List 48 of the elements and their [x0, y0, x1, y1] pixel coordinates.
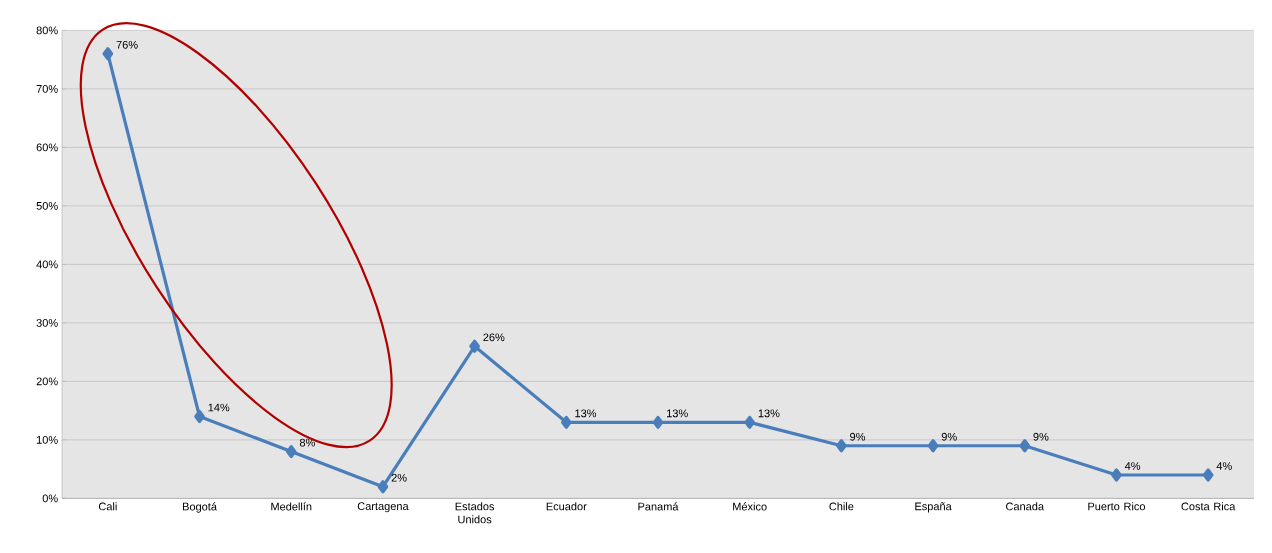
point — [102, 47, 114, 61]
y-tick-label: 50% — [36, 201, 58, 210]
x-tick-label: España — [915, 502, 952, 513]
point — [194, 409, 205, 423]
point — [469, 339, 480, 353]
x-tick-label: México — [733, 502, 767, 511]
point — [744, 415, 756, 429]
data-label: 4% — [1124, 461, 1141, 470]
x-tick-label: Chile — [829, 502, 854, 511]
point — [836, 438, 847, 453]
point — [377, 479, 389, 494]
x-tick-label: Puerto Rico — [1088, 502, 1146, 511]
y-tick-label: 40% — [36, 260, 58, 269]
data-label: 13% — [758, 409, 780, 418]
x-tick-label: Cartagena — [357, 502, 409, 513]
data-label: 9% — [941, 432, 957, 441]
point — [1202, 468, 1214, 482]
data-label: 26% — [483, 333, 505, 341]
data-label: 9% — [1033, 432, 1049, 441]
point — [652, 415, 664, 429]
x-tick-label: Ecuador — [546, 502, 587, 511]
x-tick-label: Costa Rica — [1181, 502, 1236, 511]
x-tick-label: Canada — [1006, 502, 1045, 511]
y-tick-label: 70% — [36, 84, 58, 93]
data-label: 14% — [208, 403, 230, 412]
point — [560, 415, 572, 429]
x-tick-label: Panamá — [638, 502, 679, 511]
data-label: 8% — [299, 438, 315, 447]
data-label: 2% — [391, 473, 407, 482]
y-tick-label: 0% — [42, 494, 58, 503]
x-tick-label: Estados Unidos — [455, 502, 495, 524]
x-tick-label: Cali — [98, 502, 117, 511]
data-label: 4% — [1216, 461, 1232, 470]
y-tick-label: 30% — [36, 318, 58, 327]
y-tick-label: 60% — [36, 143, 58, 152]
x-tick-label: Bogotá — [183, 502, 217, 513]
data-label: 13% — [575, 409, 597, 418]
point — [1019, 438, 1031, 453]
data-label: 13% — [667, 409, 688, 418]
y-tick-label: 10% — [36, 435, 58, 444]
y-tick-label: 20% — [36, 377, 58, 386]
point — [927, 438, 939, 453]
point — [285, 444, 297, 458]
data-label: 9% — [850, 432, 866, 441]
y-tick-label: 80% — [36, 26, 58, 35]
x-tick-label: Medellín — [271, 502, 312, 511]
point — [1111, 468, 1122, 482]
data-label: 76% — [116, 40, 138, 49]
